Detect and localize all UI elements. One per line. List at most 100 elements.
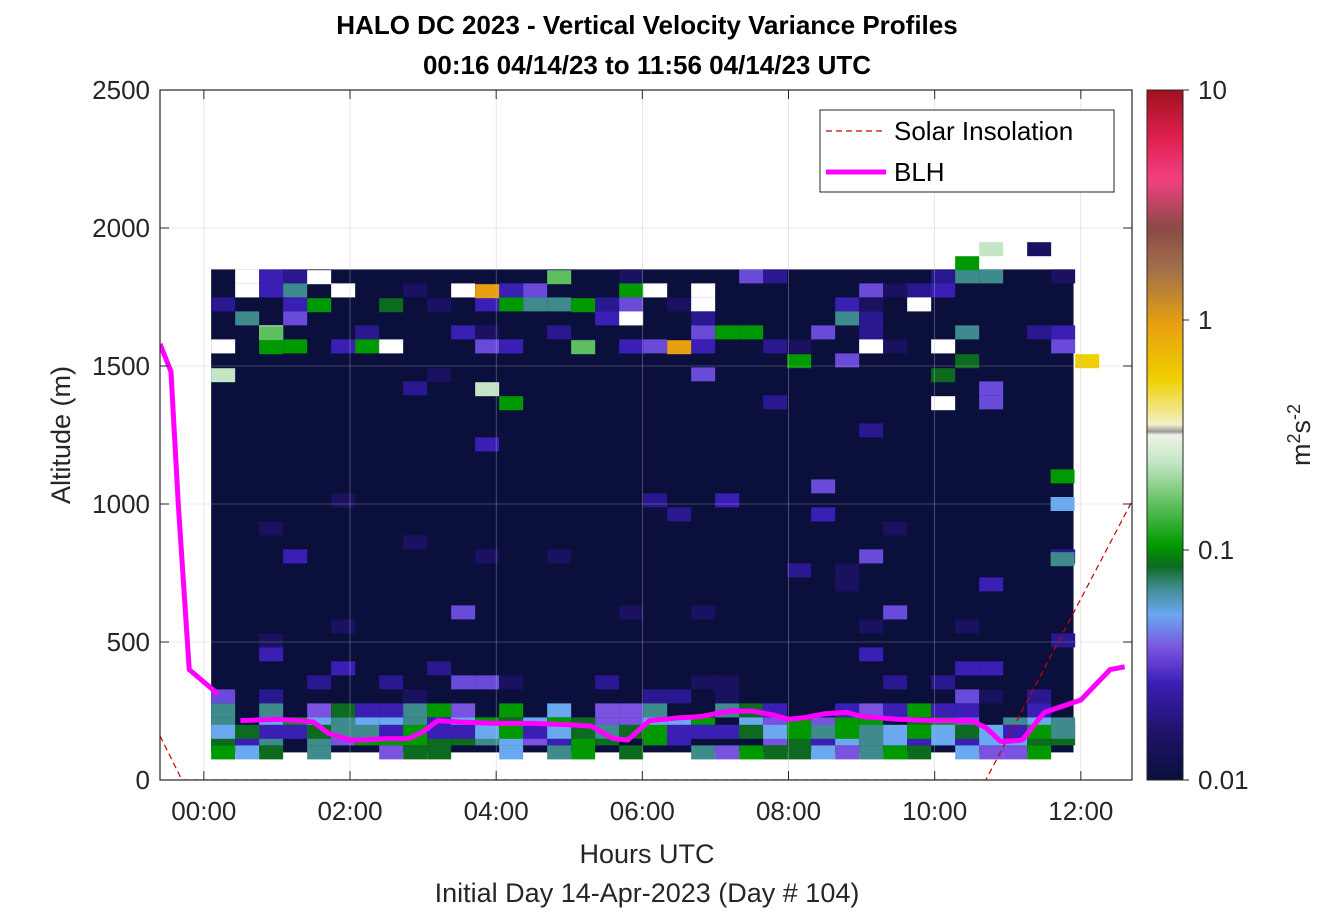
heatmap-cell <box>835 577 860 592</box>
heatmap-cell <box>259 269 284 284</box>
heatmap-cell <box>859 325 884 340</box>
heatmap-cell <box>667 340 692 355</box>
heatmap-cell <box>955 354 980 369</box>
heatmap-cell <box>307 703 332 718</box>
heatmap-cell <box>859 619 884 634</box>
heatmap-cell <box>955 724 980 739</box>
heatmap-cell <box>883 339 908 354</box>
heatmap-cell <box>283 283 308 298</box>
heatmap-cell <box>883 521 908 536</box>
heatmap-cell <box>307 298 332 313</box>
heatmap-cell <box>619 311 644 326</box>
heatmap-cell <box>235 269 260 284</box>
series-blh-segment-1 <box>240 664 1126 744</box>
heatmap-cell <box>547 745 572 760</box>
heatmap-cell <box>619 339 644 354</box>
x-tick-label: 08:00 <box>756 796 821 826</box>
y-axis-ticks: 0 500 1000 1500 2000 2500 <box>92 75 1132 795</box>
heatmap-cell <box>979 577 1004 592</box>
heatmap-cell <box>403 745 428 760</box>
heatmap-cell-highlight <box>1050 552 1075 567</box>
y-tick-label: 2000 <box>92 213 150 243</box>
heatmap-cell <box>955 661 980 676</box>
heatmap-cell <box>619 297 644 312</box>
heatmap-cell <box>1027 325 1052 340</box>
heatmap-cell-highlight <box>1050 469 1075 484</box>
series-lines <box>160 342 1132 780</box>
heatmap-cell <box>1027 745 1052 760</box>
heatmap-cell <box>475 437 500 452</box>
heatmap-cell <box>1291 382 1315 396</box>
heatmap-cell <box>811 507 836 522</box>
heatmap-cell <box>691 745 716 760</box>
heatmap-cell <box>403 703 428 718</box>
heatmap-cell <box>211 703 236 718</box>
x-tick-label: 12:00 <box>1048 796 1113 826</box>
x-tick-label: 04:00 <box>464 796 529 826</box>
heatmap-cell <box>259 745 284 760</box>
heatmap-cell <box>835 353 860 368</box>
heatmap-cell <box>1051 339 1076 354</box>
heatmap-cell <box>955 689 980 704</box>
heatmap-cell <box>883 745 908 760</box>
heatmap-cell <box>235 724 260 739</box>
heatmap-cell <box>547 297 572 312</box>
heatmap-cell <box>883 724 908 739</box>
heatmap-cell <box>499 283 524 298</box>
heatmap-cell <box>739 325 764 340</box>
heatmap-cell <box>739 269 764 284</box>
heatmap-cell <box>451 703 476 718</box>
heatmap-cell <box>691 311 716 326</box>
heatmap-cell <box>691 675 716 690</box>
heatmap-cell <box>835 745 860 760</box>
heatmap-cell <box>595 311 620 326</box>
heatmap-cell <box>259 724 284 739</box>
heatmap-cell <box>691 297 716 312</box>
heatmap-cell <box>499 675 524 690</box>
heatmap-cell <box>235 745 260 760</box>
heatmap-cell <box>931 703 956 718</box>
heatmap-cell <box>667 724 692 739</box>
x-axis-sublabel: Initial Day 14-Apr-2023 (Day # 104) <box>435 878 860 908</box>
heatmap-cell <box>643 703 668 718</box>
heatmap-cell <box>427 745 452 760</box>
heatmap-cell <box>475 549 500 564</box>
heatmap-cell <box>763 339 788 354</box>
plot-area: 00:00 02:00 04:00 06:00 08:00 10:00 12:00 0 500… <box>92 75 1315 826</box>
heatmap-cell <box>499 724 524 739</box>
heatmap-cell <box>259 633 284 648</box>
heatmap-cell <box>331 661 356 676</box>
heatmap-cell <box>955 745 980 760</box>
heatmap-cell <box>355 339 380 354</box>
heatmap-cell <box>571 298 596 313</box>
heatmap-cell <box>499 297 524 312</box>
heatmap-cell <box>595 724 620 739</box>
heatmap-cell <box>691 283 716 298</box>
heatmap-cell <box>475 382 500 397</box>
heatmap-cell <box>859 339 884 354</box>
heatmap-cell <box>691 325 716 340</box>
heatmap-cell <box>619 724 644 739</box>
heatmap-cell <box>475 325 500 340</box>
heatmap-cell <box>715 493 740 508</box>
x-axis-label: Hours UTC <box>579 839 714 869</box>
heatmap-cell <box>427 661 452 676</box>
heatmap-cell <box>259 689 284 704</box>
heatmap-cell <box>859 549 884 564</box>
colorbar-tick-label: 0.01 <box>1198 765 1249 795</box>
heatmap-cell <box>283 339 308 354</box>
heatmap-cell <box>379 703 404 718</box>
colorbar-ticks: 0.01 0.1 1 10 <box>1183 75 1249 795</box>
heatmap-cell <box>883 675 908 690</box>
heatmap-cell <box>643 283 668 298</box>
heatmap-cell <box>259 340 284 355</box>
heatmap-cell <box>475 339 500 354</box>
heatmap-cell <box>763 724 788 739</box>
y-axis-label: Altitude (m) <box>46 366 76 504</box>
heatmap-cell <box>1003 745 1028 760</box>
heatmap-cell <box>859 283 884 298</box>
heatmap-cell <box>523 283 548 298</box>
heatmap-cell <box>979 269 1004 284</box>
heatmap-cell <box>643 689 668 704</box>
